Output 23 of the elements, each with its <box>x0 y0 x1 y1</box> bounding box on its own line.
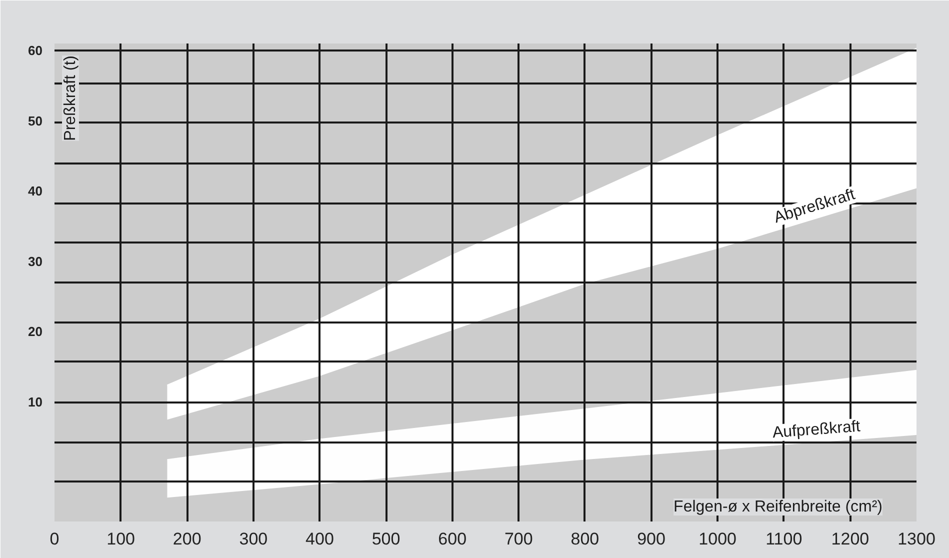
y-tick-label: 20 <box>28 324 43 340</box>
y-tick-label: 50 <box>28 113 43 128</box>
x-tick-label: 400 <box>306 530 334 548</box>
x-tick-label: 1000 <box>698 530 736 548</box>
x-tick-label: 800 <box>570 530 600 548</box>
series-label: Aufpreßkraft <box>772 418 862 442</box>
x-axis-title: Felgen-ø x Reifenbreite (cm²) <box>674 498 883 516</box>
x-tick-label: 1100 <box>766 530 802 548</box>
x-tick-label: 700 <box>504 530 533 548</box>
y-tick-label: 40 <box>28 184 43 199</box>
x-tick-label: 600 <box>438 530 467 548</box>
y-axis-title: Preßkraft (t) <box>62 55 79 141</box>
x-tick-label: 200 <box>172 530 202 548</box>
x-tick-label: 300 <box>239 530 268 548</box>
x-tick-label: 1300 <box>898 530 936 548</box>
x-tick-label: 0 <box>50 530 60 548</box>
y-tick-label: 10 <box>28 394 43 410</box>
y-tick-label: 30 <box>28 254 43 269</box>
y-tick-label: 60 <box>28 43 43 58</box>
x-tick-label: 100 <box>106 530 135 548</box>
x-tick-label: 500 <box>372 530 400 548</box>
x-tick-label: 900 <box>637 530 666 548</box>
x-tick-label: 1200 <box>831 530 870 548</box>
